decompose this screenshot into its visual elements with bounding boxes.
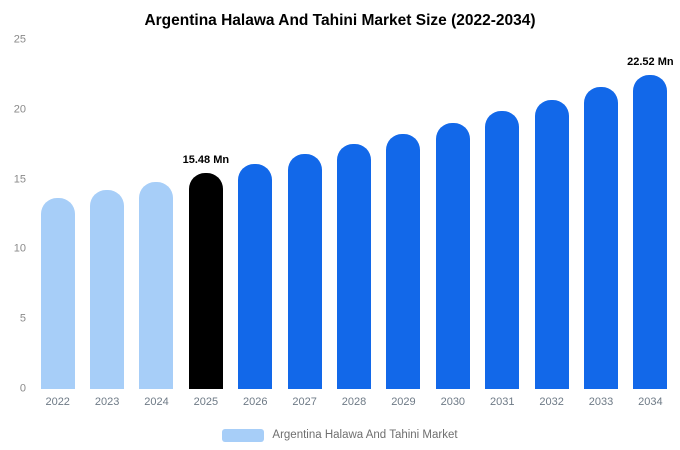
bar-column-2025: 15.48 Mn	[181, 40, 230, 389]
bar-2023	[90, 190, 125, 389]
x-tick-label-2033: 2033	[588, 396, 614, 408]
bar-2033	[583, 87, 618, 389]
bar-2022	[40, 198, 75, 389]
x-tick-label-2030: 2030	[440, 396, 466, 408]
bar-column-2033	[576, 40, 625, 389]
legend-label: Argentina Halawa And Tahini Market	[272, 429, 458, 441]
bar-column-2032	[527, 40, 576, 389]
chart-title: Argentina Halawa And Tahini Market Size …	[144, 12, 536, 29]
y-tick-label: 0	[19, 382, 26, 395]
x-tick-label-2023: 2023	[94, 396, 120, 408]
bar-column-2027	[280, 40, 329, 389]
x-tick-label-2025: 2025	[193, 396, 219, 408]
y-tick-label: 5	[19, 312, 26, 325]
bar-2027	[287, 154, 322, 389]
bar-column-2030	[428, 40, 477, 389]
plot-area: 15.48 Mn 22.52 Mn	[33, 40, 675, 389]
bar-2028	[337, 144, 372, 389]
y-axis: 0 5 10 15 20 25	[4, 34, 28, 394]
bar-column-2029	[379, 40, 428, 389]
x-tick-label-2027: 2027	[292, 396, 317, 408]
bar-value-label: 22.52 Mn	[627, 55, 674, 68]
bar-value-label: 15.48 Mn	[182, 153, 230, 166]
bar-2024	[139, 181, 174, 389]
bar-column-2026	[231, 40, 280, 389]
x-tick-label-2022: 2022	[45, 396, 70, 408]
legend-swatch	[222, 428, 265, 442]
y-tick-label: 25	[13, 33, 26, 46]
x-tick-label-2028: 2028	[341, 396, 367, 408]
bar-column-2022	[33, 40, 82, 389]
y-tick-label: 10	[13, 242, 26, 255]
x-tick-label-2034: 2034	[638, 396, 663, 408]
legend: Argentina Halawa And Tahini Market	[0, 426, 680, 444]
bar-column-2023	[82, 40, 131, 389]
x-tick-label-2032: 2032	[539, 396, 564, 408]
bar-2030	[435, 122, 470, 389]
x-axis: 2022 2023 2024 2025 2026 2027 2028 2029 2030 2031…	[33, 396, 675, 411]
bar-column-2031	[478, 40, 527, 389]
bar-2026	[238, 163, 273, 389]
bar-2032	[534, 99, 569, 389]
bar-2025: 15.48 Mn	[183, 154, 229, 389]
bar-column-2034: 22.52 Mn	[626, 40, 675, 389]
x-tick-label-2031: 2031	[489, 396, 515, 408]
x-tick-label-2024: 2024	[144, 396, 169, 408]
bar-2034: 22.52 Mn	[627, 56, 674, 389]
x-tick-label-2029: 2029	[391, 396, 416, 408]
bar-column-2028	[329, 40, 378, 389]
y-tick-label: 15	[13, 173, 26, 186]
bar-column-2024	[132, 40, 181, 389]
x-tick-label-2026: 2026	[243, 396, 268, 408]
y-tick-label: 20	[13, 103, 26, 116]
bar-2031	[485, 111, 520, 389]
bar-2029	[386, 133, 421, 389]
